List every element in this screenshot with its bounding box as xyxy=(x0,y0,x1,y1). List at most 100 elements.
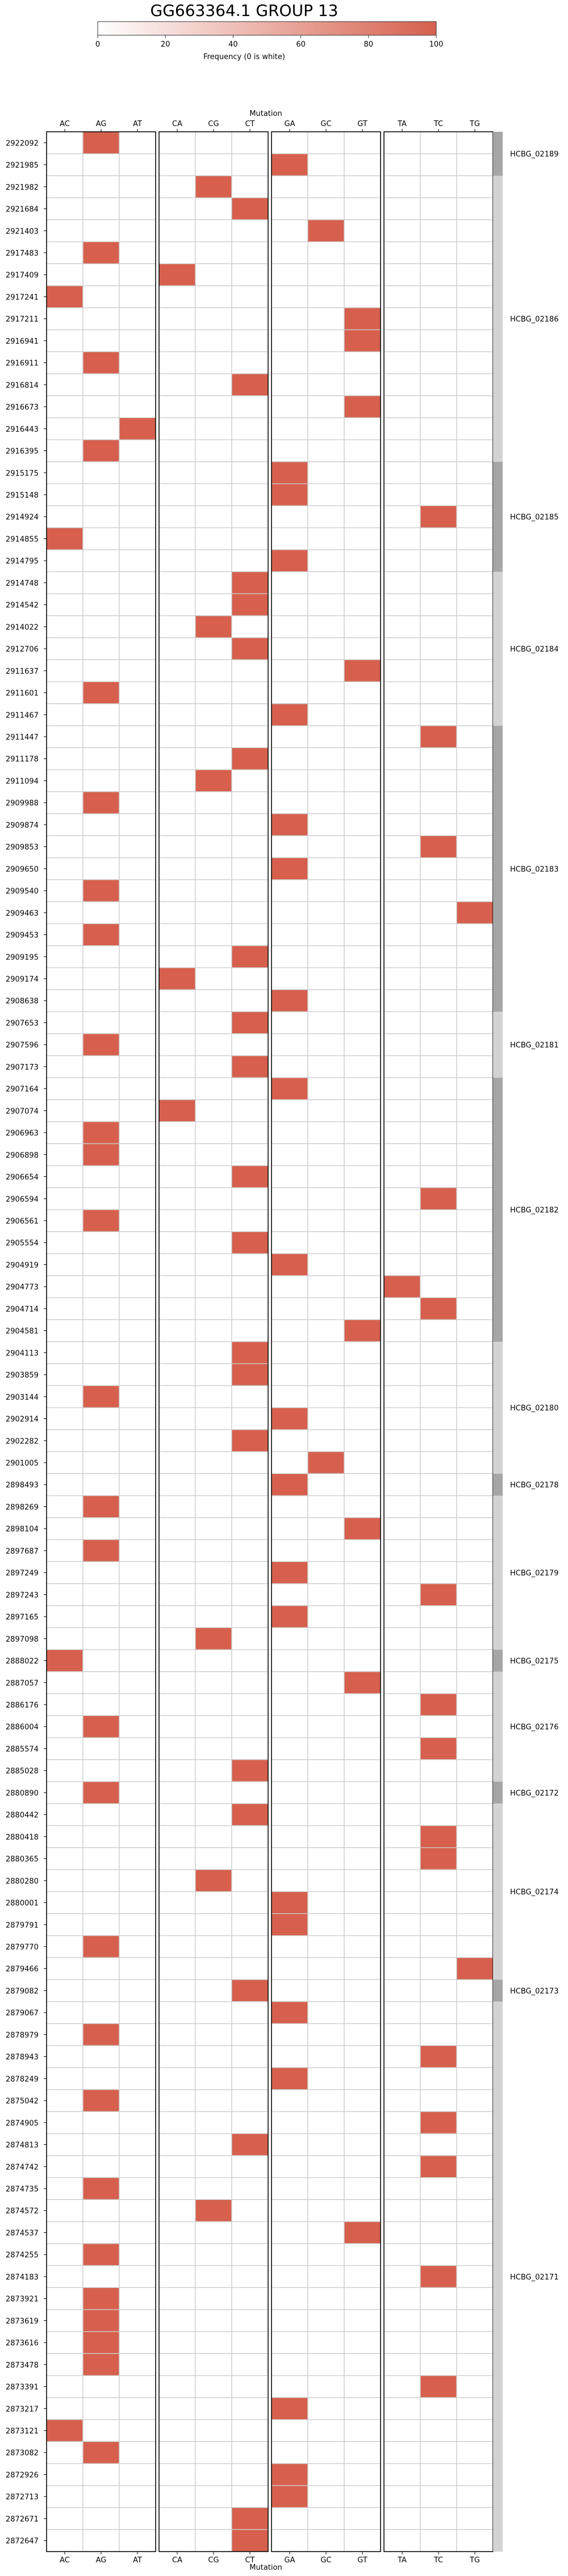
group-label: HCBG_02185 xyxy=(510,513,558,522)
heatmap-cell xyxy=(119,2309,156,2332)
heatmap-cell xyxy=(195,2111,232,2134)
heatmap-cell xyxy=(158,703,196,727)
heatmap-cell xyxy=(456,1759,494,1782)
heatmap-cell xyxy=(456,1649,494,1672)
column-label-top: GA xyxy=(285,120,295,128)
heatmap-cell xyxy=(307,263,345,286)
heatmap-cell xyxy=(119,1693,156,1717)
row-label: 2879791 xyxy=(6,1921,39,1930)
heatmap-cell xyxy=(456,2397,494,2420)
heatmap-cell xyxy=(307,2463,345,2486)
heatmap-cell xyxy=(195,1385,232,1408)
heatmap-cell xyxy=(344,1473,381,1496)
heatmap-cell xyxy=(307,1429,345,1452)
heatmap-cell xyxy=(456,1539,494,1562)
row-label: 2874735 xyxy=(6,2185,39,2194)
heatmap-cell xyxy=(420,2287,457,2310)
heatmap-cell xyxy=(420,241,457,265)
heatmap-cell-filled xyxy=(307,1451,345,1475)
heatmap-cell xyxy=(456,967,494,991)
heatmap-cell xyxy=(119,2199,156,2222)
heatmap-cell xyxy=(231,1649,269,1672)
heatmap-cell xyxy=(271,769,308,792)
heatmap-cell xyxy=(383,1319,421,1342)
heatmap-cell xyxy=(195,307,232,331)
heatmap-cell xyxy=(231,505,269,528)
heatmap-cell xyxy=(344,989,381,1012)
heatmap-cell xyxy=(307,1231,345,1254)
heatmap-cell xyxy=(420,1891,457,1914)
heatmap-cell xyxy=(46,571,83,594)
heatmap-cell xyxy=(158,351,196,374)
row-label: 2916814 xyxy=(6,381,39,390)
heatmap-cell xyxy=(46,2397,83,2420)
heatmap-cell xyxy=(307,2045,345,2068)
heatmap-cell xyxy=(344,923,381,946)
heatmap-cell-filled xyxy=(420,2375,457,2398)
heatmap-cell xyxy=(271,219,308,243)
group-segment xyxy=(493,132,503,176)
heatmap-cell xyxy=(82,1693,120,1717)
heatmap-cell xyxy=(420,1913,457,1936)
heatmap-cell xyxy=(195,417,232,440)
heatmap-cell xyxy=(344,1385,381,1408)
heatmap-cell xyxy=(307,2331,345,2354)
heatmap-cell xyxy=(158,1275,196,1299)
heatmap-cell xyxy=(307,175,345,198)
heatmap-cell xyxy=(195,1473,232,1496)
heatmap-cell-filled xyxy=(82,2023,120,2046)
heatmap-cell xyxy=(158,1341,196,1364)
heatmap-cell xyxy=(46,747,83,770)
heatmap-cell xyxy=(119,2177,156,2201)
heatmap-cell xyxy=(119,2287,156,2310)
heatmap-cell xyxy=(420,1715,457,1738)
heatmap-cell xyxy=(420,1011,457,1034)
heatmap-cell xyxy=(383,2089,421,2112)
heatmap-cell xyxy=(344,1341,381,1364)
heatmap-cell xyxy=(119,2133,156,2156)
heatmap-cell xyxy=(231,1539,269,1562)
heatmap-cell xyxy=(383,1847,421,1871)
heatmap-cell xyxy=(456,2419,494,2443)
heatmap-cell xyxy=(82,2133,120,2156)
heatmap-cell-filled xyxy=(420,1825,457,1848)
chart-title: GG663364.1 GROUP 13 xyxy=(151,1,339,20)
heatmap-cell xyxy=(119,1407,156,1430)
heatmap-cell xyxy=(119,857,156,880)
heatmap-cell xyxy=(456,769,494,792)
heatmap-cell xyxy=(456,2441,494,2464)
heatmap-cell xyxy=(271,1803,308,1826)
row-label: 2880365 xyxy=(6,1855,39,1864)
heatmap-cell xyxy=(82,659,120,682)
heatmap-cell-filled xyxy=(420,2155,457,2178)
heatmap-cell xyxy=(82,615,120,638)
heatmap-cell xyxy=(231,725,269,749)
heatmap-cell xyxy=(307,1583,345,1606)
heatmap-cell xyxy=(456,571,494,594)
heatmap-cell xyxy=(307,2507,345,2530)
heatmap-cell xyxy=(158,879,196,903)
heatmap-cell xyxy=(119,571,156,594)
heatmap-cell xyxy=(456,2001,494,2024)
heatmap-cell xyxy=(420,461,457,485)
heatmap-cell xyxy=(231,307,269,331)
heatmap-cell xyxy=(420,1451,457,1475)
heatmap-cell xyxy=(383,967,421,991)
heatmap-cell xyxy=(119,1517,156,1540)
heatmap-cell xyxy=(195,351,232,374)
row-label: 2906561 xyxy=(6,1217,39,1226)
heatmap-cell xyxy=(158,2529,196,2552)
heatmap-cell xyxy=(82,1891,120,1914)
heatmap-cell xyxy=(195,1825,232,1848)
heatmap-cell xyxy=(158,1847,196,1871)
heatmap-cell xyxy=(158,329,196,352)
heatmap-cell-filled xyxy=(383,1275,421,1299)
row-label: 2880890 xyxy=(6,1789,39,1798)
heatmap-cell xyxy=(46,1605,83,1629)
heatmap-cell xyxy=(46,1341,83,1364)
heatmap-cell xyxy=(82,901,120,924)
heatmap-cell-filled xyxy=(158,263,196,286)
heatmap-cell xyxy=(46,857,83,880)
heatmap-cell xyxy=(158,1121,196,1145)
